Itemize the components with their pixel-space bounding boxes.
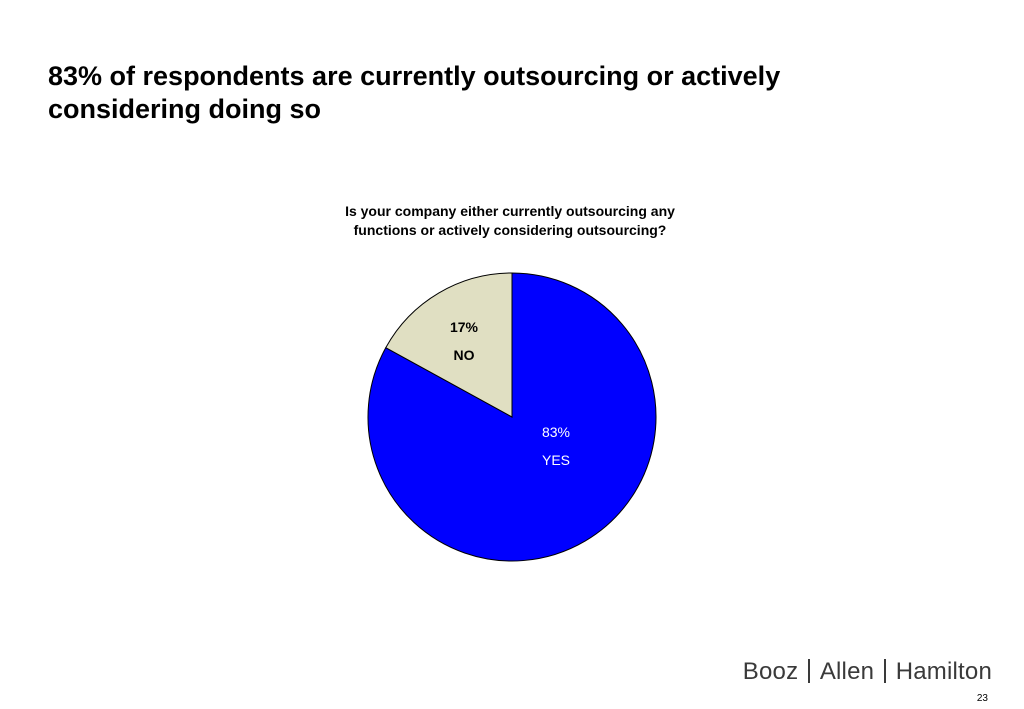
pie-value-label-yes: 83% [542,424,570,440]
logo-separator [884,659,886,683]
logo-part-booz: Booz [742,658,799,685]
pie-slice-no [385,272,513,418]
booz-allen-hamilton-logo: Booz Allen Hamilton [743,658,992,686]
logo-part-allen: Allen [819,658,875,685]
page-number: 23 [976,693,988,704]
chart-title: Is your company either currently outsour… [345,203,675,238]
pie-category-label-yes: YES [542,452,570,468]
slide-title: 83% of respondents are currently outsour… [48,61,781,124]
pie-value-label-no: 17% [450,319,479,335]
pie-category-label-no: NO [454,347,475,363]
logo-separator [808,659,810,683]
logo-part-hamilton: Hamilton [895,658,992,685]
